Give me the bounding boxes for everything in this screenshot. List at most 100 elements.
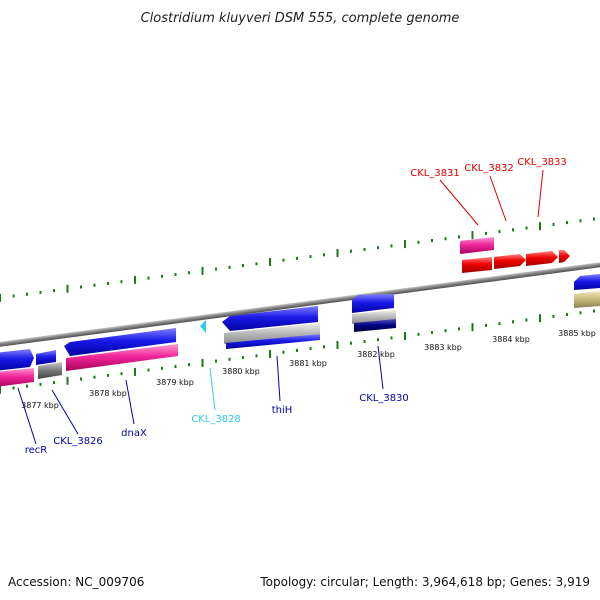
upper-tick [471, 231, 474, 240]
gene-dnaX-magenta [66, 344, 178, 371]
lower-tick [431, 331, 433, 334]
upper-tick [525, 226, 528, 230]
gene-dnaX-arrow [64, 328, 176, 356]
label-recR[interactable]: recR [25, 445, 48, 456]
upper-tick [120, 280, 123, 284]
upper-tick [512, 228, 514, 232]
label-CKL_3826[interactable]: CKL_3826 [53, 436, 103, 447]
label-CKL_3833[interactable]: CKL_3833 [517, 157, 567, 168]
gene-labels: recR CKL_3826 dnaX CKL_3828 thiH CKL_383… [25, 157, 567, 456]
kbp-label-3880: 3880 kbp [222, 367, 260, 376]
kbp-label-3877: 3877 kbp [21, 401, 59, 410]
upper-tick [444, 237, 447, 241]
lower-tick [228, 357, 231, 361]
lower-tick [39, 382, 42, 386]
label-CKL_3830[interactable]: CKL_3830 [359, 393, 409, 404]
lower-tick [525, 318, 528, 322]
leader-CKL_3831 [439, 179, 479, 226]
gene-CKL_3832[interactable] [494, 254, 526, 269]
gene-right-blue-arrow [574, 274, 600, 290]
gene-CKL_3828[interactable] [200, 320, 206, 333]
upper-tick [80, 285, 82, 289]
kbp-label-3881: 3881 kbp [289, 359, 327, 368]
upper-tick [188, 271, 190, 275]
upper-tick [26, 292, 28, 296]
upper-tick [323, 253, 325, 257]
gene-recR-arrow [0, 349, 34, 371]
upper-tick [350, 249, 352, 253]
map-title: Clostridium kluyveri DSM 555, complete g… [141, 11, 460, 26]
upper-tick [336, 249, 339, 257]
upper-tick [498, 230, 501, 234]
leader-recR [17, 387, 37, 445]
label-CKL_3832[interactable]: CKL_3832 [464, 163, 514, 174]
kbp-label-3879: 3879 kbp [156, 378, 194, 387]
lower-tick [161, 366, 163, 370]
gene-CKL_3831[interactable] [460, 237, 494, 273]
upper-tick [309, 255, 312, 259]
gene-thiH-arrow [222, 306, 318, 331]
gene-recR[interactable] [0, 349, 34, 371]
upper-tick [53, 289, 55, 293]
lower-tick [282, 350, 285, 354]
upper-tick [566, 221, 568, 225]
label-dnaX[interactable]: dnaX [121, 428, 147, 439]
upper-tick [161, 274, 163, 278]
gene-small-red-arrow [559, 250, 570, 263]
lower-tick [512, 320, 514, 324]
lower-tick [120, 372, 123, 376]
gene-thiH[interactable] [222, 306, 320, 349]
lower-tick [309, 347, 312, 351]
kbp-label-3884: 3884 kbp [492, 335, 530, 344]
lower-tick [66, 376, 69, 385]
gene-CKL_3832-arrow [494, 254, 526, 269]
gene-thiH-grey [224, 323, 320, 344]
upper-tick-row [0, 217, 595, 302]
gene-grey-bar [38, 362, 62, 379]
leader-CKL_3828 [209, 367, 216, 411]
lower-tick [390, 336, 393, 340]
upper-tick [417, 240, 420, 244]
gene-CKL_3833-arrow [526, 251, 558, 266]
upper-tick [282, 258, 285, 262]
leader-thiH [276, 355, 281, 402]
upper-tick [93, 283, 96, 287]
kbp-label-3883: 3883 kbp [424, 343, 462, 352]
upper-tick [390, 244, 393, 248]
label-CKL_3831[interactable]: CKL_3831 [410, 168, 460, 179]
lower-tick [147, 368, 150, 372]
gene-thiH-blue-under [226, 334, 320, 349]
upper-tick [593, 217, 595, 221]
gene-CKL_3830[interactable] [352, 294, 396, 332]
gene-right-blue[interactable] [574, 274, 600, 308]
upper-tick [147, 276, 150, 280]
gene-CKL_3831-magenta [460, 237, 494, 254]
lower-tick [93, 375, 96, 379]
gene-dnaX[interactable] [64, 328, 178, 371]
lower-tick [174, 365, 177, 368]
upper-tick [579, 219, 582, 223]
gene-recR-mag[interactable] [0, 368, 34, 387]
upper-tick [539, 222, 541, 231]
upper-tick [404, 240, 406, 249]
lower-tick [377, 338, 379, 342]
label-CKL_3828[interactable]: CKL_3828 [191, 414, 241, 425]
lower-tick [269, 350, 271, 358]
upper-tick [107, 281, 109, 285]
genome-summary-text: Topology: circular; Length: 3,964,618 bp… [259, 575, 590, 589]
lower-tick [255, 354, 258, 358]
lower-tick [336, 341, 339, 349]
gene-CKL_3833[interactable] [526, 250, 570, 266]
lower-tick [26, 384, 28, 388]
leader-dnaX [125, 379, 135, 425]
lower-tick [215, 359, 217, 363]
upper-tick [66, 284, 69, 293]
label-thiH[interactable]: thiH [272, 405, 293, 416]
lower-tick [444, 329, 447, 333]
lower-tick [107, 373, 109, 377]
kbp-label-3878: 3878 kbp [89, 389, 127, 398]
gene-CKL_3826[interactable] [36, 350, 62, 379]
lower-tick [552, 314, 555, 318]
lower-tick [80, 377, 82, 381]
lower-tick [417, 332, 420, 336]
